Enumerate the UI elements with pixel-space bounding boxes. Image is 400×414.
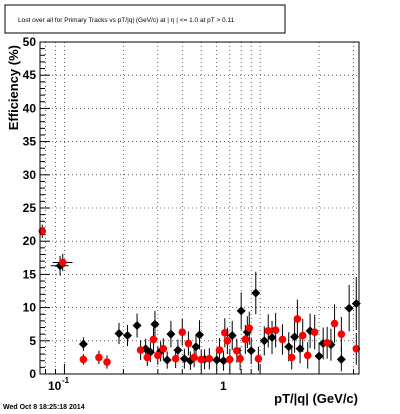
red-circle-point <box>95 353 103 362</box>
y-tick-label: 35 <box>23 135 37 149</box>
black-diamond-point <box>246 346 256 356</box>
red-circle-point <box>233 346 241 355</box>
footer-timestamp: Wed Oct 8 18:25:18 2014 <box>3 404 85 411</box>
red-circle-point <box>303 351 312 360</box>
red-circle-point <box>159 344 168 353</box>
y-tick-label: 0 <box>29 367 36 381</box>
red-circle-point <box>254 354 263 363</box>
red-circle-point <box>58 258 67 267</box>
y-tick-label: 45 <box>23 68 37 82</box>
y-tick-label: 5 <box>29 334 36 348</box>
black-diamond-point <box>150 319 160 329</box>
red-circle-point <box>226 355 234 364</box>
y-tick-label: 15 <box>23 267 37 281</box>
red-circle-point <box>103 358 111 366</box>
black-diamond-point <box>295 344 305 354</box>
red-circle-point <box>298 331 307 340</box>
red-circle-point <box>337 330 346 338</box>
red-circle-point <box>143 353 152 362</box>
x-tick-label-0.1-exponent: -1 <box>62 376 70 385</box>
black-diamond-point <box>259 336 269 346</box>
y-tick-label: 30 <box>23 168 37 182</box>
black-diamond-point <box>314 351 324 361</box>
y-tick-label: 50 <box>23 35 37 49</box>
x-axis-label: pT/|q| (GeV/c) <box>274 391 358 406</box>
black-diamond-point <box>123 330 133 340</box>
red-circle-point <box>236 354 244 363</box>
red-circle-point <box>241 335 250 344</box>
red-circle-point <box>79 355 88 364</box>
black-diamond-point <box>236 306 246 316</box>
red-circle-point <box>215 346 224 354</box>
red-circle-point <box>197 355 206 364</box>
red-circle-point <box>352 344 361 353</box>
red-circle-point <box>264 327 273 335</box>
data-points <box>38 224 361 372</box>
black-diamond-point <box>114 328 124 338</box>
red-circle-point <box>293 315 302 323</box>
black-diamond-point <box>251 288 261 298</box>
y-tick-label: 20 <box>23 234 37 248</box>
y-tick-labels: 0 5 10 15 20 25 30 35 40 45 50 <box>23 35 37 381</box>
black-diamond-point <box>195 330 205 340</box>
black-diamond-point <box>212 355 222 365</box>
y-axis-label: Efficiency (%) <box>6 45 21 130</box>
y-tick-label: 40 <box>23 101 37 115</box>
chart-title: Lost over all for Primary Tracks vs pT/|… <box>18 17 235 24</box>
black-diamond-point <box>132 321 142 331</box>
x-tick-label-0.1: 10 <box>48 379 62 393</box>
black-diamond-point <box>290 332 300 342</box>
black-diamond-point <box>227 330 237 340</box>
plot-frame <box>39 41 360 375</box>
red-circle-point <box>205 354 214 363</box>
red-circle-point <box>310 328 319 336</box>
red-circle-point <box>221 329 229 337</box>
red-circle-point <box>271 326 280 334</box>
black-diamond-point <box>284 342 294 352</box>
red-circle-point <box>171 354 180 363</box>
red-circle-point <box>223 337 232 345</box>
black-diamond-point <box>344 303 354 313</box>
red-circle-point <box>287 353 296 362</box>
red-circle-point <box>323 338 331 347</box>
title-box <box>4 4 286 34</box>
red-circle-point <box>278 335 287 344</box>
red-circle-point <box>245 324 254 332</box>
y-tick-label: 10 <box>23 301 37 315</box>
black-diamond-point <box>173 345 183 355</box>
black-diamond-point <box>336 354 346 364</box>
red-circle-point <box>149 335 158 344</box>
red-circle-point <box>190 353 198 362</box>
grid-lines <box>40 42 359 374</box>
axis-ticks <box>40 41 355 375</box>
black-diamond-point <box>78 339 88 349</box>
black-diamond-point <box>166 329 176 339</box>
red-circle-point <box>154 351 162 360</box>
black-diamond-point <box>162 355 172 365</box>
x-tick-label-1: 1 <box>220 379 227 393</box>
black-diamond-point <box>219 356 229 366</box>
red-circle-point <box>184 339 193 348</box>
black-diamond-point <box>267 332 277 342</box>
red-circle-point <box>178 328 187 336</box>
red-circle-point <box>330 319 339 328</box>
red-circle-point <box>136 346 145 354</box>
y-tick-label: 25 <box>23 201 37 215</box>
